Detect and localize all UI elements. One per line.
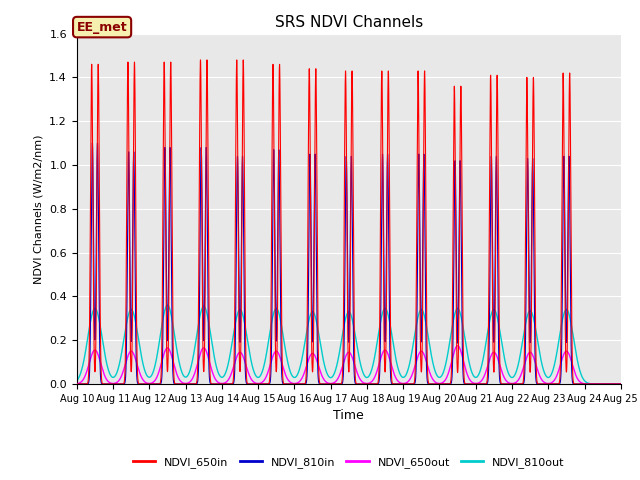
NDVI_810out	[184, 373, 191, 379]
NDVI_810out	[501, 359, 509, 364]
NDVI_810out	[189, 354, 197, 360]
NDVI_650in	[501, 381, 509, 387]
NDVI_650out	[501, 376, 509, 382]
Y-axis label: NDVI Channels (W/m2/nm): NDVI Channels (W/m2/nm)	[34, 134, 44, 284]
NDVI_650out	[184, 380, 191, 386]
NDVI_650in	[611, 381, 618, 387]
NDVI_650out	[73, 381, 81, 386]
NDVI_650in	[196, 57, 204, 63]
NDVI_650out	[276, 356, 284, 361]
NDVI_810out	[164, 302, 172, 308]
Line: NDVI_650out: NDVI_650out	[77, 346, 621, 384]
NDVI_810in	[184, 381, 191, 387]
NDVI_650in	[189, 381, 197, 387]
NDVI_810out	[276, 317, 284, 323]
NDVI_650out	[424, 363, 431, 369]
NDVI_650out	[617, 381, 625, 387]
NDVI_650out	[189, 374, 197, 380]
NDVI_650in	[184, 381, 191, 387]
X-axis label: Time: Time	[333, 409, 364, 422]
NDVI_650in	[424, 375, 431, 381]
Text: EE_met: EE_met	[77, 21, 127, 34]
NDVI_810in	[88, 140, 96, 146]
NDVI_650out	[454, 343, 461, 348]
NDVI_650out	[615, 381, 623, 387]
Line: NDVI_810in: NDVI_810in	[77, 143, 621, 384]
NDVI_650in	[615, 381, 623, 387]
NDVI_810in	[189, 381, 197, 387]
Line: NDVI_810out: NDVI_810out	[77, 305, 621, 384]
NDVI_650in	[617, 381, 625, 387]
NDVI_810in	[610, 381, 618, 387]
NDVI_810in	[617, 381, 625, 387]
Title: SRS NDVI Channels: SRS NDVI Channels	[275, 15, 423, 30]
Line: NDVI_650in: NDVI_650in	[77, 60, 621, 384]
Legend: NDVI_650in, NDVI_810in, NDVI_650out, NDVI_810out: NDVI_650in, NDVI_810in, NDVI_650out, NDV…	[129, 453, 569, 472]
NDVI_810in	[615, 381, 623, 387]
NDVI_810out	[617, 381, 625, 387]
NDVI_650in	[73, 381, 81, 387]
NDVI_810out	[615, 381, 623, 387]
NDVI_810out	[73, 378, 81, 384]
NDVI_810in	[501, 381, 509, 387]
NDVI_810out	[424, 331, 431, 337]
NDVI_650in	[276, 156, 284, 161]
NDVI_810in	[424, 381, 431, 386]
NDVI_810in	[276, 300, 284, 306]
NDVI_810in	[73, 381, 81, 387]
